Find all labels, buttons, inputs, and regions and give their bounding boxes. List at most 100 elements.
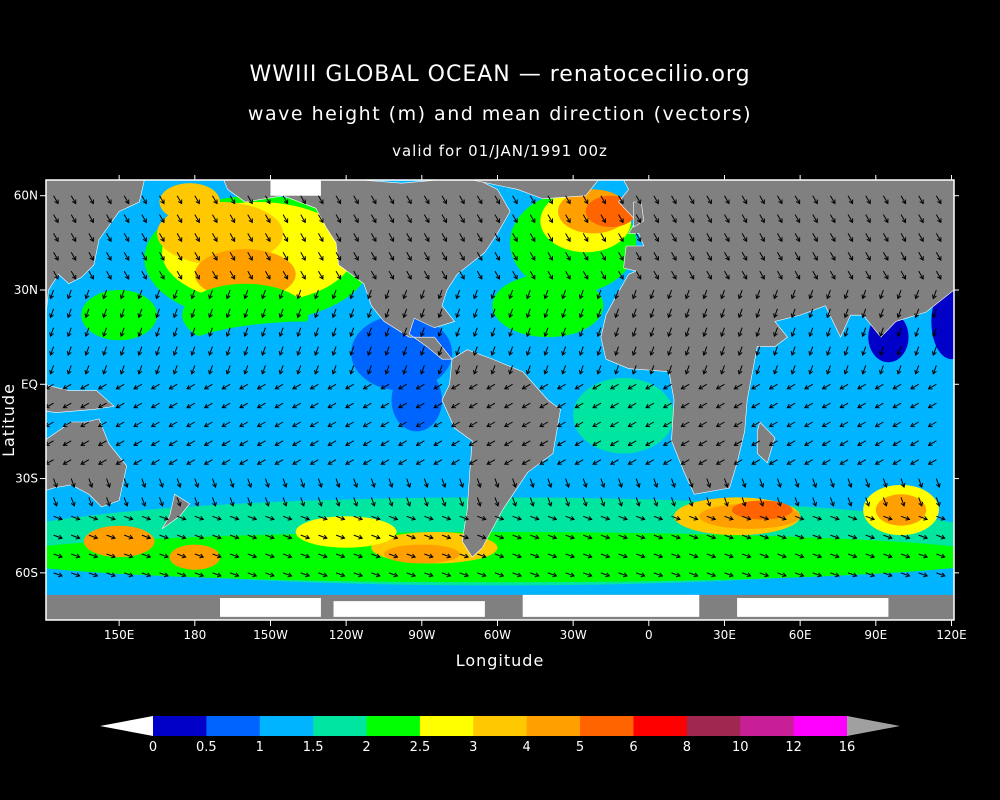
direction-arrow [900, 497, 906, 507]
direction-arrow [715, 421, 725, 428]
valid-time: valid for 01/JAN/1991 00z [392, 142, 608, 160]
direction-arrow [353, 252, 359, 261]
direction-arrow [790, 308, 796, 319]
direction-arrow [123, 214, 130, 224]
direction-arrow [773, 346, 778, 356]
colorbar-swatch [153, 716, 207, 736]
direction-arrow [123, 497, 129, 507]
direction-arrow [49, 327, 55, 338]
direction-arrow [653, 252, 659, 261]
direction-arrow [176, 270, 183, 280]
direction-arrow [194, 497, 200, 507]
direction-arrow [494, 497, 500, 507]
direction-arrow [296, 327, 302, 338]
direction-arrow [865, 252, 871, 261]
direction-arrow [371, 534, 381, 540]
direction-arrow [406, 515, 417, 521]
direction-arrow [847, 515, 858, 521]
direction-arrow [543, 289, 549, 300]
x-tick-label: 120W [329, 628, 364, 642]
direction-arrow [423, 478, 429, 488]
direction-arrow [494, 515, 505, 521]
direction-arrow [282, 515, 293, 521]
direction-arrow [631, 346, 637, 356]
direction-arrow [543, 365, 549, 375]
direction-arrow [80, 459, 90, 465]
direction-arrow [119, 365, 125, 375]
direction-arrow [317, 270, 324, 280]
direction-arrow [804, 402, 814, 409]
direction-arrow [208, 346, 213, 356]
direction-arrow [600, 515, 611, 521]
direction-arrow [49, 365, 55, 375]
direction-arrow [777, 534, 787, 540]
direction-arrow [882, 233, 889, 243]
direction-arrow [596, 346, 602, 356]
direction-arrow [582, 252, 589, 261]
direction-arrow [300, 534, 311, 540]
direction-arrow [349, 289, 355, 300]
direction-arrow [71, 572, 81, 578]
direction-arrow [706, 270, 712, 280]
direction-arrow [265, 534, 275, 540]
direction-arrow [847, 214, 854, 224]
direction-arrow [133, 421, 143, 428]
direction-arrow [715, 459, 725, 465]
direction-arrow [600, 497, 606, 507]
direction-arrow [777, 515, 787, 521]
direction-arrow [592, 440, 602, 446]
direction-arrow [194, 478, 200, 488]
direction-arrow [688, 534, 699, 540]
direction-arrow [70, 195, 77, 205]
direction-arrow [406, 553, 417, 559]
colorbar-label: 0 [149, 740, 157, 755]
wave-height-field [46, 183, 954, 586]
direction-arrow [176, 553, 187, 559]
direction-arrow [592, 421, 602, 428]
direction-arrow [388, 478, 394, 488]
direction-arrow [918, 497, 924, 507]
direction-arrow [490, 289, 496, 300]
direction-arrow [578, 365, 584, 375]
direction-arrow [494, 233, 501, 243]
landmass [600, 180, 954, 495]
direction-arrow [847, 478, 853, 488]
direction-arrow [141, 515, 152, 521]
direction-arrow [843, 365, 849, 375]
direction-arrow [503, 421, 513, 428]
direction-arrow [777, 195, 783, 205]
direction-arrow [176, 195, 183, 205]
direction-arrow [865, 497, 871, 507]
direction-arrow [874, 421, 884, 428]
direction-arrow [119, 346, 125, 356]
direction-arrow [353, 572, 364, 578]
direction-arrow [437, 365, 443, 375]
direction-arrow [539, 402, 549, 409]
direction-arrow [46, 383, 54, 390]
colorbar-swatch [419, 716, 474, 736]
colorbar-label: 8 [683, 740, 691, 755]
direction-arrow [847, 195, 854, 205]
direction-arrow [879, 289, 884, 300]
colorbar-swatch [740, 716, 795, 736]
direction-arrow [839, 421, 849, 428]
direction-arrow [441, 214, 448, 224]
landmass [472, 180, 599, 200]
direction-arrow [190, 346, 196, 356]
direction-arrow [609, 402, 619, 409]
direction-arrow [212, 214, 218, 224]
direction-arrow [741, 233, 748, 243]
direction-arrow [398, 440, 407, 446]
direction-arrow [194, 515, 205, 521]
direction-arrow [437, 289, 443, 300]
direction-arrow [225, 327, 231, 338]
direction-arrow [896, 365, 902, 375]
direction-arrow [141, 553, 152, 559]
direction-arrow [423, 233, 430, 243]
direction-arrow [508, 308, 514, 319]
direction-arrow [190, 365, 196, 375]
direction-arrow [309, 402, 319, 409]
direction-arrow [698, 383, 708, 390]
direction-arrow [653, 478, 659, 488]
direction-arrow [433, 459, 443, 465]
